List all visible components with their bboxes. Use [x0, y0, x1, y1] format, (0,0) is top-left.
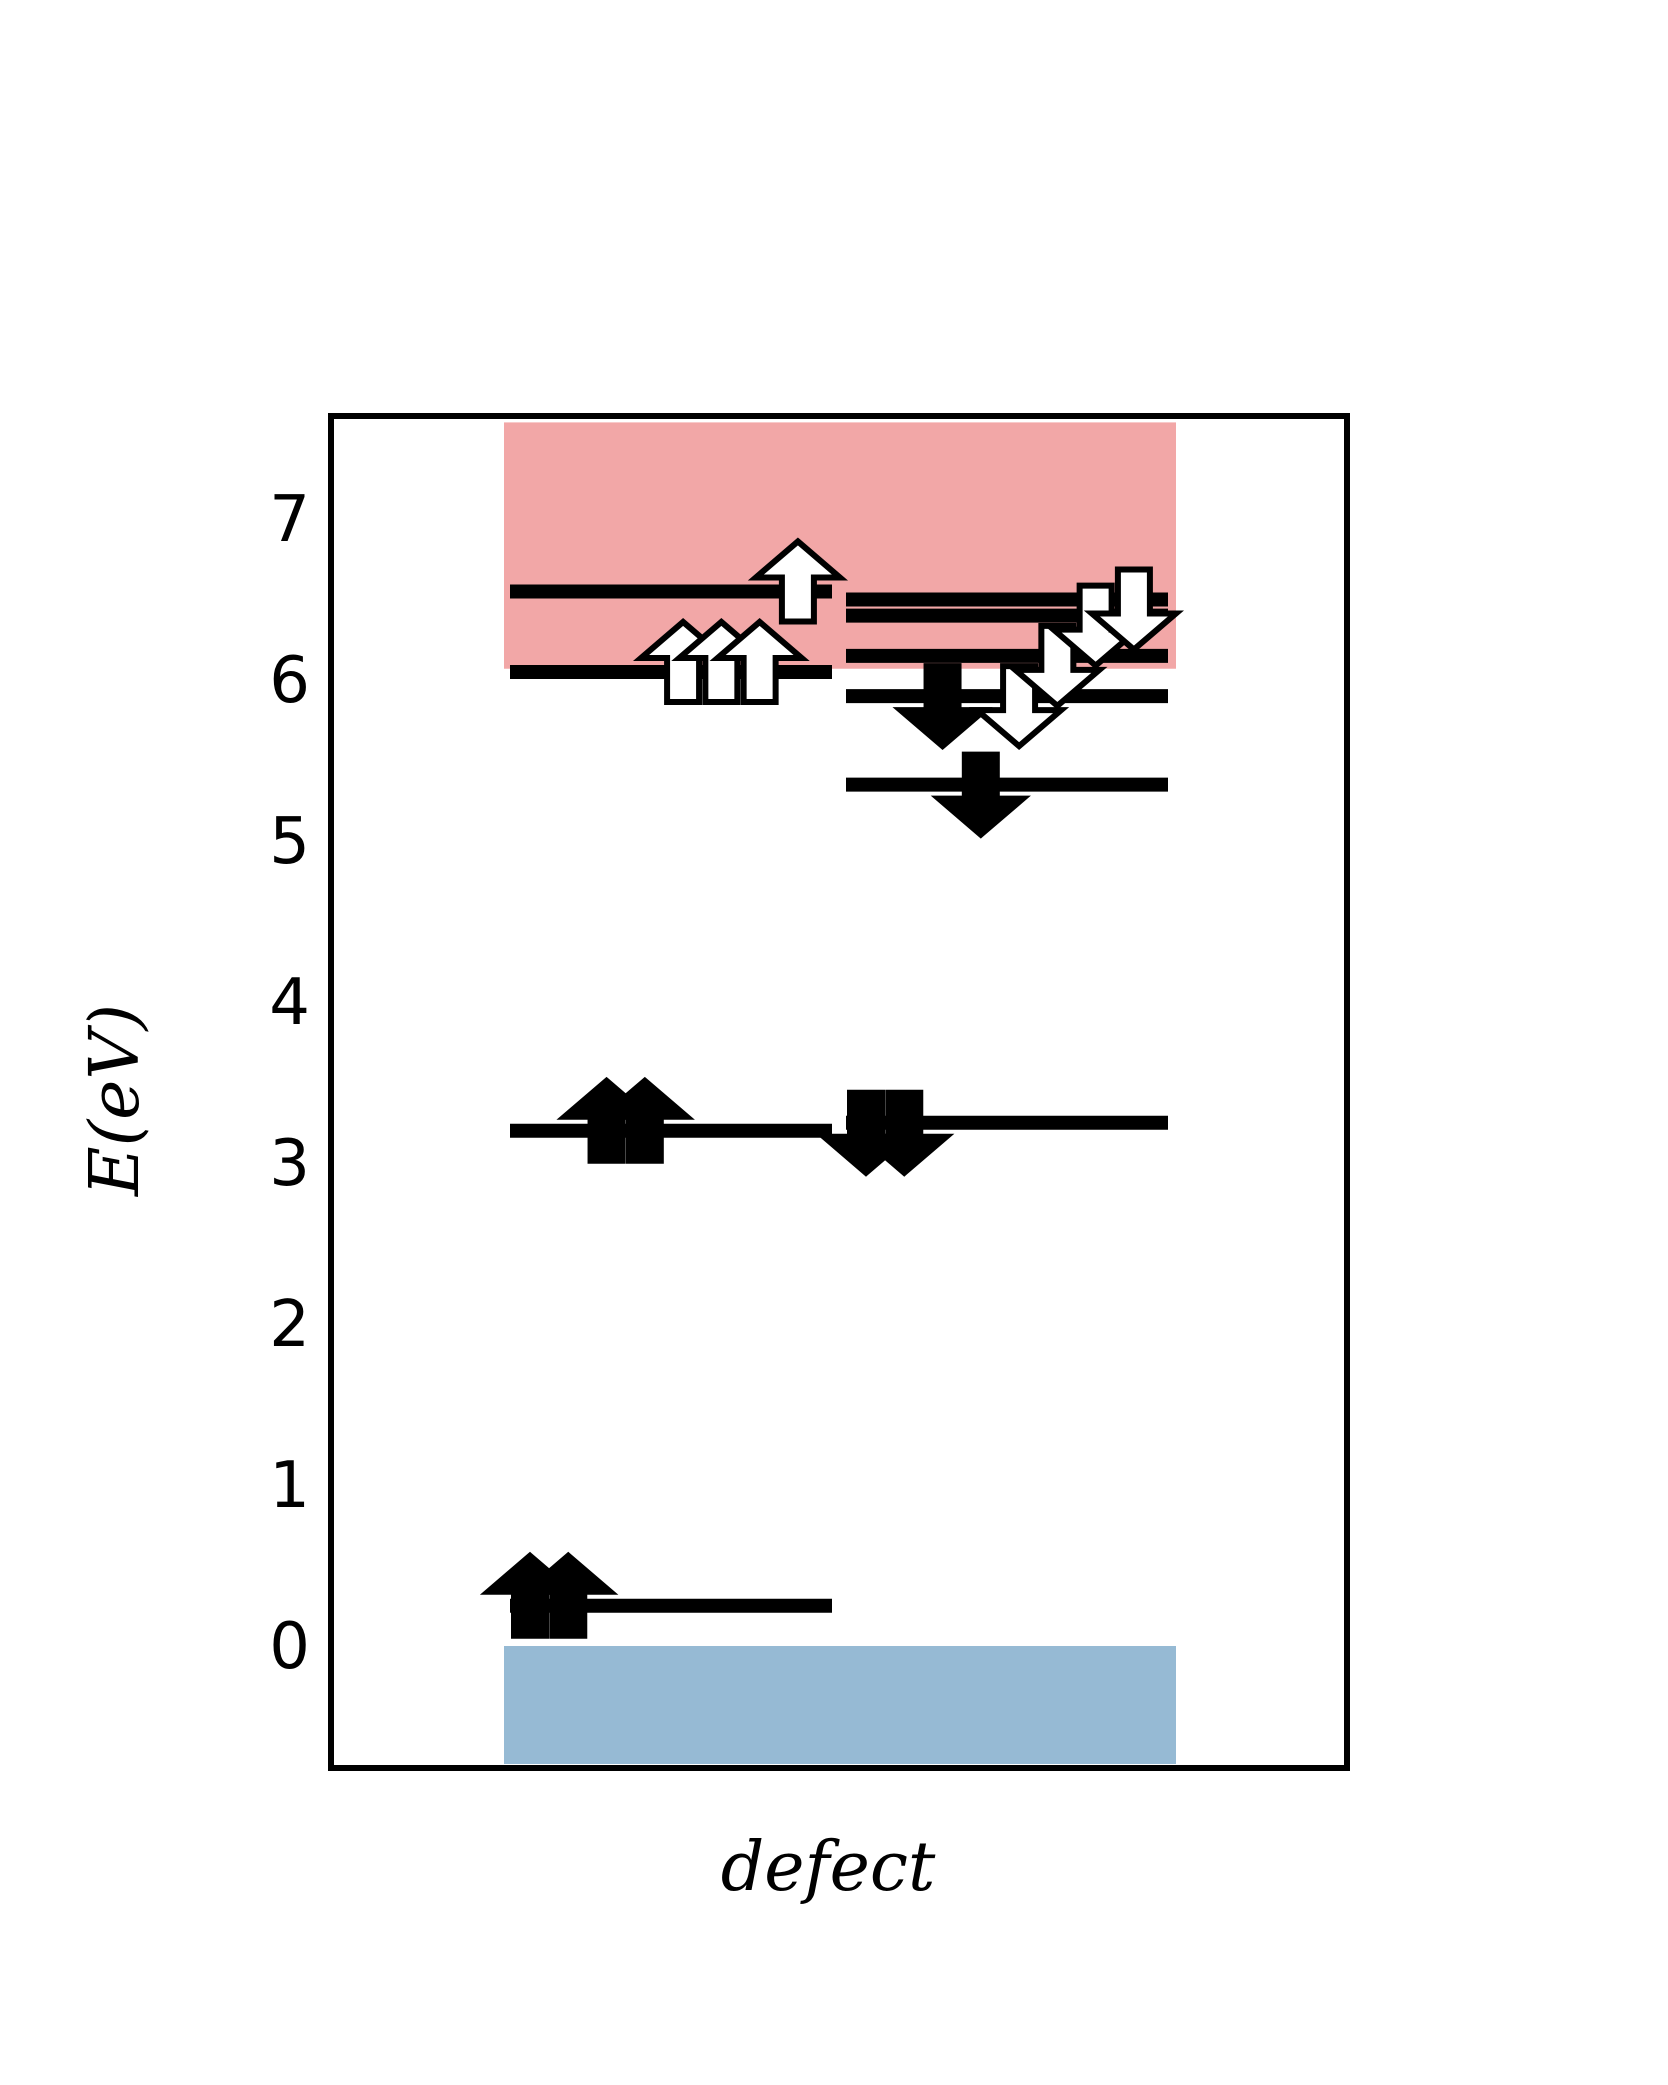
arrows-layer: [479, 537, 1185, 1639]
y-tick-label: 3: [269, 1127, 310, 1201]
spin-down-empty-arrow: [968, 663, 1070, 751]
y-tick-label: 0: [269, 1610, 310, 1684]
y-tick-label: 7: [269, 483, 310, 557]
y-tick-label: 4: [269, 966, 310, 1040]
x-axis-label: defect: [721, 1828, 936, 1907]
y-tick-label: 6: [269, 644, 310, 718]
spin-down-empty-arrow: [1007, 622, 1108, 710]
y-tick-labels: 0 1 2 3 4 5 6 7: [269, 483, 310, 1684]
spin-up-empty-arrow: [747, 537, 849, 625]
spin-down-occupied-arrow: [892, 663, 993, 751]
spin-down-occupied-arrow: [854, 1089, 955, 1177]
spin-up-occupied-arrow: [594, 1076, 695, 1164]
y-tick-label: 1: [269, 1449, 310, 1523]
plot-frame: [328, 413, 1350, 1771]
spin-up-occupied-arrow: [518, 1551, 619, 1639]
spin-down-occupied-arrow: [930, 751, 1031, 839]
spin-down-empty-arrow: [1083, 566, 1185, 654]
spin-up-empty-arrow: [709, 617, 810, 705]
y-tick-label: 2: [269, 1288, 310, 1362]
y-tick-label: 5: [269, 805, 310, 879]
y-axis-label: E(eV): [76, 1004, 155, 1198]
valence-band: [504, 1646, 1176, 1764]
